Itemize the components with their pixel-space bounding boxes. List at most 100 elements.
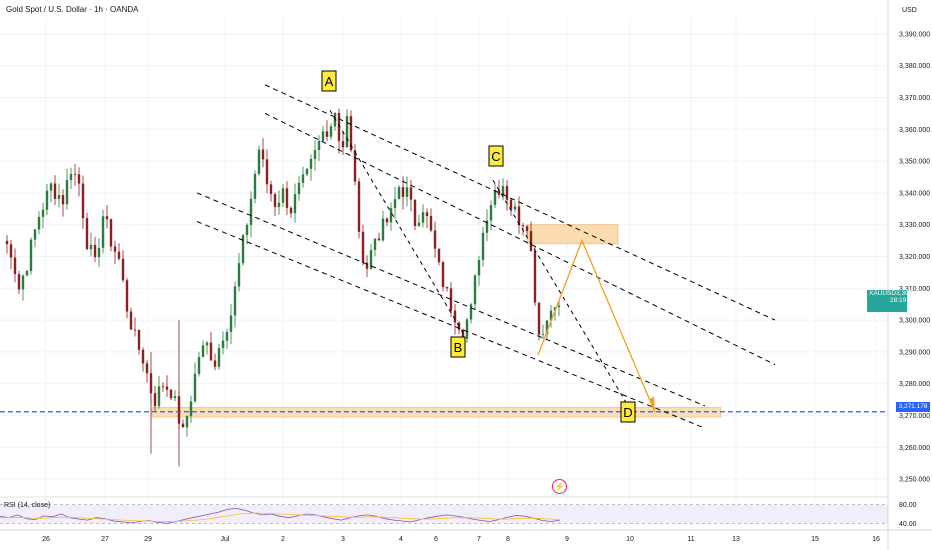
candle-body	[277, 202, 281, 207]
candle-body	[489, 205, 493, 221]
x-tick-label: 29	[144, 536, 152, 543]
x-tick-label: 7	[477, 536, 481, 543]
candle-body	[53, 183, 57, 199]
x-tick-label: Jul	[221, 536, 230, 543]
candle-body	[85, 218, 89, 250]
candle-body	[557, 305, 561, 308]
candle-body	[545, 320, 549, 334]
candle-body	[245, 224, 249, 236]
candle-body	[213, 360, 217, 367]
candle-body	[549, 310, 553, 321]
pattern-label-box[interactable]	[321, 70, 337, 92]
wave-leg-ab[interactable]	[329, 109, 464, 334]
candle-body	[141, 349, 145, 364]
x-tick-label: 13	[732, 536, 740, 543]
candle-body	[369, 250, 373, 269]
candle-body	[81, 183, 85, 219]
candle-body	[269, 184, 273, 195]
candle-body	[101, 216, 105, 248]
candle-body	[445, 287, 449, 289]
pattern-label-box[interactable]	[620, 401, 636, 423]
candle-body	[173, 396, 177, 399]
rsi-pane: 80.00 40.00	[0, 502, 917, 528]
candle-body	[333, 112, 337, 127]
candle-body	[217, 348, 221, 367]
rsi-level-label: 40.00	[899, 521, 917, 528]
candle-body	[137, 329, 141, 350]
candle-body	[365, 262, 369, 269]
candle-body	[5, 240, 9, 245]
candle-body	[501, 186, 505, 195]
candle-body	[181, 423, 185, 428]
pattern-label-c: C	[491, 149, 500, 164]
candle-body	[349, 116, 353, 151]
pattern-label-box[interactable]	[488, 145, 504, 167]
channel-line[interactable]	[264, 112, 776, 366]
candle-body	[73, 173, 77, 175]
candle-body	[225, 331, 229, 341]
candle-body	[305, 168, 309, 175]
candle-body	[537, 302, 541, 335]
candle-body	[281, 188, 285, 203]
candle-body	[357, 181, 361, 232]
candle-body	[241, 235, 245, 264]
wave-leg-cd[interactable]	[492, 179, 633, 413]
candle-body	[145, 363, 149, 374]
rsi-ma-line	[0, 512, 561, 522]
candle-body	[341, 141, 345, 148]
x-tick-label: 4	[399, 536, 403, 543]
candle-body	[541, 333, 545, 335]
candle-body	[421, 212, 425, 223]
x-tick-label: 16	[872, 536, 880, 543]
candle-body	[517, 206, 521, 226]
candle-body	[169, 389, 173, 399]
candle-body	[193, 373, 197, 402]
x-tick-label: 26	[42, 536, 50, 543]
candle-body	[429, 215, 433, 231]
candle-body	[417, 222, 421, 227]
lightning-icon[interactable]: ⚡	[552, 479, 567, 494]
candle-body	[309, 158, 313, 169]
candle-body	[493, 189, 497, 206]
candle-body	[377, 238, 381, 241]
candle-body	[469, 304, 473, 320]
channel-line[interactable]	[196, 192, 706, 407]
candle-body	[45, 190, 49, 210]
candle-body	[533, 250, 537, 303]
candle-body	[481, 232, 485, 261]
currency-label[interactable]: USD	[902, 7, 917, 14]
candle-body	[25, 270, 29, 276]
candle-body	[69, 173, 73, 181]
candle-body	[529, 231, 533, 251]
y-tick-label: 3,270.000	[899, 413, 930, 420]
candle-body	[249, 198, 253, 225]
pattern-label-box[interactable]	[450, 336, 466, 358]
candle-body	[129, 311, 133, 330]
channel-line[interactable]	[264, 84, 776, 321]
candle-body	[105, 216, 109, 220]
support-price-tag: 3,271.178	[896, 402, 930, 412]
candle-body	[185, 416, 189, 428]
projection-path[interactable]	[537, 238, 656, 413]
candle-body	[553, 307, 557, 311]
drawings: A B C D	[0, 70, 888, 429]
y-tick-label: 3,330.000	[899, 222, 930, 229]
candle-body	[41, 209, 45, 217]
candle-body	[521, 225, 525, 227]
candle-body	[61, 195, 65, 205]
y-tick-label: 3,360.000	[899, 127, 930, 134]
candle-body	[209, 342, 213, 361]
candle-body	[9, 244, 13, 258]
candle-body	[497, 189, 501, 195]
x-tick-label: 2	[281, 536, 285, 543]
channel-line[interactable]	[196, 221, 706, 429]
candle-body	[113, 246, 117, 252]
x-tick-label: 15	[811, 536, 819, 543]
projection-arrowhead	[649, 396, 655, 413]
candle-body	[389, 208, 393, 223]
candle-body	[509, 199, 513, 210]
candle-body	[353, 150, 357, 182]
candle-body	[413, 199, 417, 227]
